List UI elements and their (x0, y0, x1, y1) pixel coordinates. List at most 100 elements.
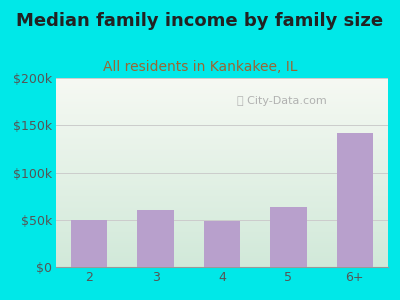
Bar (56, 152, 388, 153)
Bar (56, 153, 388, 154)
Bar (56, 156, 388, 158)
Bar (56, 89, 388, 90)
Bar (56, 252, 388, 253)
Bar (56, 266, 388, 267)
Bar (56, 115, 388, 116)
Bar (56, 227, 388, 228)
Bar (56, 190, 388, 191)
Bar (56, 107, 388, 108)
Bar (56, 114, 388, 115)
Bar (56, 175, 388, 176)
Bar (56, 147, 388, 148)
Bar (56, 214, 388, 215)
Bar (56, 150, 388, 151)
Bar (56, 130, 388, 131)
Bar (56, 121, 388, 122)
Bar (56, 142, 388, 143)
Bar (56, 246, 388, 247)
Bar (56, 131, 388, 132)
Bar (56, 225, 388, 226)
Bar (56, 79, 388, 80)
Bar (56, 118, 388, 119)
Bar (56, 192, 388, 193)
Bar (56, 95, 388, 96)
Bar (56, 209, 388, 210)
Bar (56, 230, 388, 231)
Bar (56, 163, 388, 164)
Bar (56, 172, 388, 173)
Bar (56, 155, 388, 156)
Bar (56, 154, 388, 155)
Bar (56, 139, 388, 140)
Bar (56, 110, 388, 111)
Bar (56, 148, 388, 149)
Bar (56, 149, 388, 150)
Bar (56, 120, 388, 121)
Bar (56, 188, 388, 189)
Bar (56, 168, 388, 169)
Bar (56, 213, 388, 214)
Bar (56, 235, 388, 236)
Bar (56, 265, 388, 266)
Bar (56, 204, 388, 205)
Bar (56, 111, 388, 112)
Bar (56, 262, 388, 263)
Bar (56, 182, 388, 183)
Bar (56, 244, 388, 245)
Bar (56, 210, 388, 211)
Bar (56, 90, 388, 91)
Bar (56, 231, 388, 232)
Bar (56, 118, 388, 120)
Bar (56, 105, 388, 106)
Bar (56, 144, 388, 145)
Bar (56, 229, 388, 230)
Bar (56, 126, 388, 127)
Bar (56, 117, 388, 118)
Bar (56, 220, 388, 221)
Bar (56, 94, 388, 95)
Bar (56, 243, 388, 244)
Bar (56, 223, 388, 224)
Bar (56, 160, 388, 161)
Bar (56, 257, 388, 259)
Bar (56, 80, 388, 81)
Bar (56, 165, 388, 166)
Bar (56, 195, 388, 196)
Bar (56, 194, 388, 195)
Bar (56, 145, 388, 146)
Bar (56, 112, 388, 113)
Bar (56, 260, 388, 261)
Bar (56, 93, 388, 94)
Bar (56, 85, 388, 86)
Bar (204, 221, 240, 267)
Bar (56, 116, 388, 117)
Bar (56, 141, 388, 142)
Bar (56, 91, 388, 92)
Bar (56, 136, 388, 137)
Bar (56, 217, 388, 218)
Bar (56, 263, 388, 264)
Bar (56, 222, 388, 223)
Bar (56, 100, 388, 101)
Bar (56, 125, 388, 126)
Text: ⓘ City-Data.com: ⓘ City-Data.com (237, 96, 327, 106)
Bar (56, 186, 388, 187)
Bar (56, 199, 388, 200)
Bar (56, 236, 388, 237)
Bar (56, 206, 388, 208)
Bar (56, 253, 388, 254)
Bar (71, 220, 108, 267)
Bar (56, 245, 388, 246)
Bar (56, 177, 388, 178)
Bar (270, 208, 307, 267)
Bar (56, 202, 388, 203)
Bar (56, 88, 388, 89)
Bar (56, 151, 388, 152)
Bar (56, 211, 388, 212)
Bar (56, 127, 388, 128)
Bar (56, 240, 388, 241)
Bar (56, 113, 388, 114)
Bar (56, 239, 388, 240)
Text: All residents in Kankakee, IL: All residents in Kankakee, IL (103, 60, 297, 74)
Bar (56, 237, 388, 238)
